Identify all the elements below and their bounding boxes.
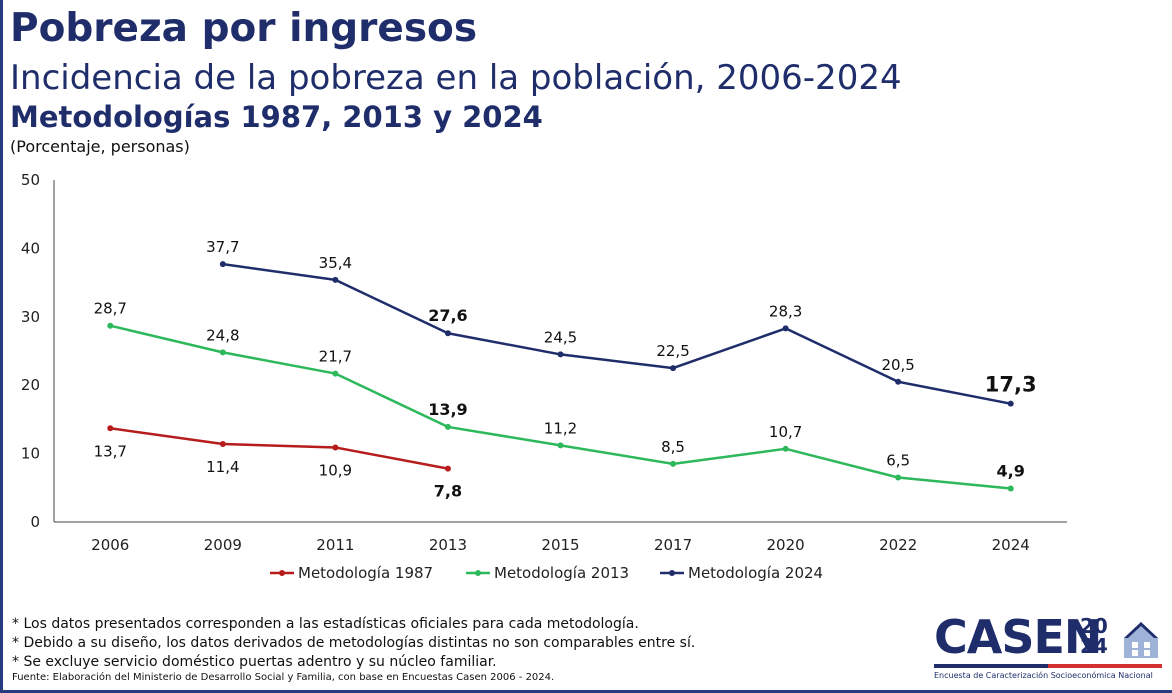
data-label: 27,6 xyxy=(428,306,467,325)
y-tick-label: 0 xyxy=(30,513,40,531)
x-tick-label: 2024 xyxy=(992,536,1030,554)
left-accent-bar xyxy=(0,0,3,693)
chart-series-points xyxy=(107,261,1014,492)
data-point xyxy=(1007,485,1014,492)
data-point xyxy=(219,349,226,356)
footnote: * Se excluye servicio doméstico puertas … xyxy=(12,654,497,670)
legend-swatch-point xyxy=(669,570,675,576)
footnote: * Los datos presentados corresponden a l… xyxy=(12,616,639,632)
data-point xyxy=(219,441,226,448)
x-tick-label: 2011 xyxy=(316,536,354,554)
series-line xyxy=(109,324,1011,490)
bottom-accent-bar xyxy=(0,690,1172,693)
logo-year-top: 20 xyxy=(1080,614,1108,638)
data-point xyxy=(332,370,339,377)
data-point xyxy=(444,465,451,472)
data-label: 10,9 xyxy=(319,461,352,479)
data-label: 28,7 xyxy=(94,300,127,318)
footnote: * Debido a su diseño, los datos derivado… xyxy=(12,635,696,651)
legend-label: Metodología 2013 xyxy=(494,564,629,582)
x-tick-label: 2022 xyxy=(879,536,917,554)
data-label: 10,7 xyxy=(769,423,802,441)
data-point xyxy=(557,442,564,449)
legend-swatch-point xyxy=(475,570,481,576)
data-point xyxy=(444,330,451,337)
data-point xyxy=(107,425,114,432)
data-label: 37,7 xyxy=(206,238,239,256)
data-point xyxy=(1007,400,1014,407)
chart-legend: Metodología 1987 Metodología 2013 Metodolo… xyxy=(270,564,823,582)
y-tick-label: 40 xyxy=(21,239,40,257)
logo-year: 20 24 xyxy=(1080,616,1108,656)
data-label: 24,8 xyxy=(206,326,239,344)
data-point xyxy=(557,351,564,358)
house-icon xyxy=(1124,622,1158,658)
page-subtitle: Incidencia de la pobreza en la población… xyxy=(10,58,902,98)
x-tick-label: 2009 xyxy=(204,536,242,554)
y-tick-label: 50 xyxy=(21,171,40,189)
y-tick-label: 20 xyxy=(21,376,40,394)
chart-axes: 0 10 20 30 40 50 2006 2009 2011 2013 2015 2017 2020 2… xyxy=(21,171,1067,554)
data-label: 22,5 xyxy=(656,342,689,360)
methodology-subtitle: Metodologías 1987, 2013 y 2024 xyxy=(10,100,543,134)
data-label: 8,5 xyxy=(661,438,685,456)
unit-label: (Porcentaje, personas) xyxy=(10,137,190,156)
data-point xyxy=(219,261,226,268)
data-point xyxy=(332,444,339,451)
data-label: 21,7 xyxy=(319,348,352,366)
data-point xyxy=(895,378,902,385)
data-point xyxy=(670,365,677,372)
poverty-line-chart: 0 10 20 30 40 50 2006 2009 2011 2013 2015 2017 2020 2… xyxy=(21,171,1067,582)
logo-word: CASEN xyxy=(934,610,1102,664)
data-point xyxy=(332,276,339,283)
data-label: 35,4 xyxy=(319,254,352,272)
data-label: 4,9 xyxy=(997,461,1025,480)
data-point xyxy=(782,445,789,452)
chart-series-lines xyxy=(109,262,1011,490)
footnotes: * Los datos presentados corresponden a l… xyxy=(12,615,695,672)
x-tick-label: 2013 xyxy=(429,536,467,554)
series-line xyxy=(222,262,1011,405)
data-label: 13,7 xyxy=(94,442,127,460)
data-point xyxy=(444,423,451,430)
y-tick-label: 30 xyxy=(21,308,40,326)
data-point xyxy=(670,460,677,467)
page-title: Pobreza por ingresos xyxy=(10,6,478,51)
source-note: Fuente: Elaboración del Ministerio de De… xyxy=(12,672,555,683)
x-tick-label: 2017 xyxy=(654,536,692,554)
y-tick-label: 10 xyxy=(21,445,40,463)
casen-logo: CASEN 20 24 Encuesta de Caracterización … xyxy=(932,610,1164,686)
x-tick-label: 2015 xyxy=(541,536,579,554)
data-label: 6,5 xyxy=(886,452,910,470)
data-label: 13,9 xyxy=(428,400,467,419)
data-label: 20,5 xyxy=(881,356,914,374)
data-point xyxy=(895,474,902,481)
legend-label: Metodología 1987 xyxy=(298,564,433,582)
data-label: 11,2 xyxy=(544,419,577,437)
data-point xyxy=(107,322,114,329)
series-line xyxy=(110,427,449,470)
x-tick-label: 2006 xyxy=(91,536,129,554)
data-label: 7,8 xyxy=(434,482,462,501)
logo-stripe xyxy=(934,664,1162,668)
chart-data-labels: 13,7 11,4 10,9 7,8 28,7 24,8 21,7 13,9 11,2 8,5 10… xyxy=(94,238,1037,501)
x-tick-label: 2020 xyxy=(767,536,805,554)
data-label: 28,3 xyxy=(769,302,802,320)
logo-year-bottom: 24 xyxy=(1080,634,1108,658)
data-label: 11,4 xyxy=(206,458,239,476)
data-point xyxy=(782,325,789,332)
data-label: 24,5 xyxy=(544,328,577,346)
logo-caption: Encuesta de Caracterización Socioeconómi… xyxy=(934,671,1153,680)
legend-swatch-point xyxy=(279,570,285,576)
data-label: 17,3 xyxy=(985,373,1037,397)
legend-label: Metodología 2024 xyxy=(688,564,823,582)
